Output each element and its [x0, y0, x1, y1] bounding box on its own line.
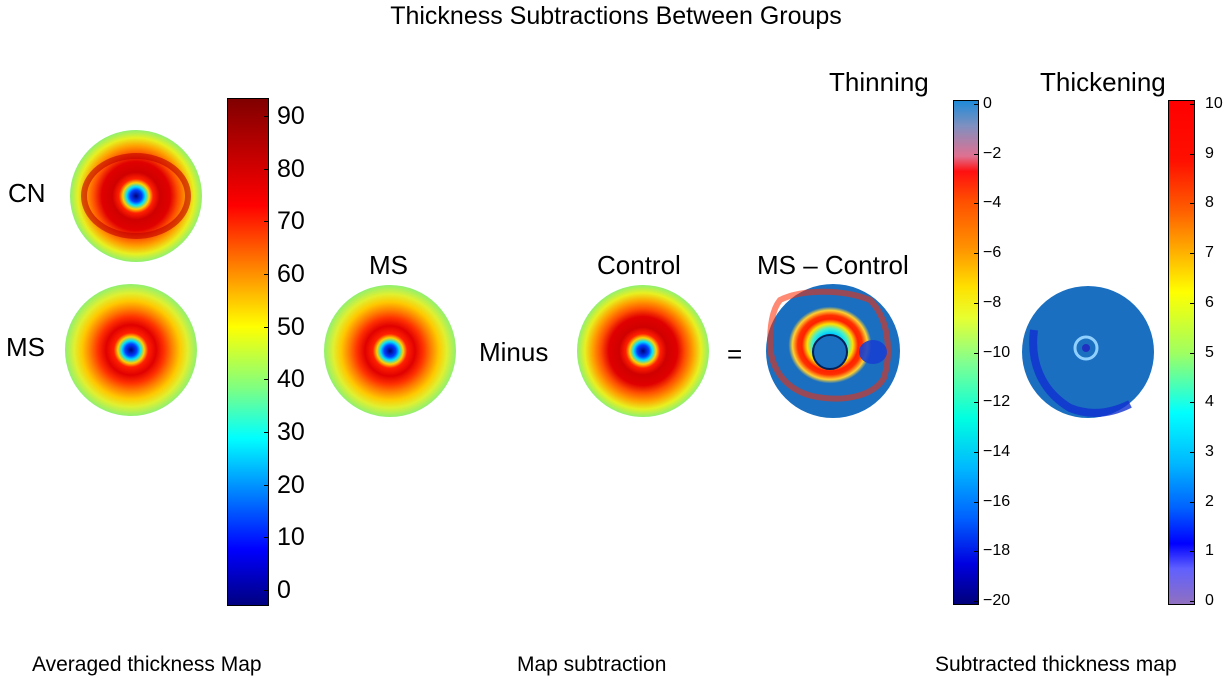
colorbar-thickness-tick-mark	[264, 221, 269, 223]
colorbar-thinning-tick-label: 0	[983, 95, 992, 112]
colorbar-thickening-tick-label: 0	[1205, 592, 1214, 609]
colorbar-thickness	[227, 98, 269, 606]
caption-subtracted: Subtracted thickness map	[935, 653, 1177, 676]
map-ms-left	[65, 284, 197, 416]
label-thickening: Thickening	[1040, 67, 1166, 97]
label-ms-mid: MS	[369, 250, 408, 280]
colorbar-thickening-tick-label: 6	[1205, 293, 1214, 311]
colorbar-thickness-tick-label: 90	[277, 102, 305, 130]
colorbar-thinning-tick-mark	[974, 352, 979, 354]
colorbar-thinning-tick-mark	[974, 551, 979, 553]
colorbar-thinning-tick-mark	[974, 451, 979, 453]
colorbar-thinning-tick-label: −14	[983, 442, 1011, 460]
colorbar-thickness-tick-label: 40	[277, 365, 305, 394]
colorbar-thickening-tick-mark	[1190, 451, 1195, 453]
map-ms-minus-control	[766, 284, 900, 418]
colorbar-thickness-tick-mark	[264, 590, 269, 591]
colorbar-thickening-tick-mark	[1190, 302, 1195, 304]
label-minus: Minus	[479, 337, 549, 367]
colorbar-thinning-tick-mark	[974, 402, 979, 404]
colorbar-thickness-tick-label: 80	[277, 154, 305, 183]
label-cn: CN	[8, 178, 46, 208]
colorbar-thinning-tick-label: −20	[983, 592, 1011, 609]
colorbar-thinning-tick-label: −16	[983, 492, 1011, 510]
colorbar-thickening-tick-label: 5	[1205, 343, 1214, 361]
colorbar-thinning-tick-mark	[974, 253, 979, 255]
colorbar-thickening-tick-label: 4	[1205, 393, 1214, 411]
colorbar-thickness-tick-label: 20	[277, 470, 305, 499]
colorbar-thickening-tick-label: 7	[1205, 244, 1214, 262]
caption-subtraction: Map subtraction	[517, 653, 667, 676]
colorbar-thickening-tick-mark	[1190, 153, 1195, 155]
colorbar-thinning-tick-mark	[974, 203, 979, 205]
colorbar-thickness-tick-mark	[264, 484, 269, 486]
colorbar-thinning-tick-label: −18	[983, 542, 1011, 560]
colorbar-thinning-tick-mark	[974, 153, 979, 155]
figure-title: Thickness Subtractions Between Groups	[390, 2, 842, 30]
label-ms-minus-control: MS – Control	[757, 250, 909, 280]
colorbar-thickening-tick-mark	[1190, 352, 1195, 354]
caption-averaged: Averaged thickness Map	[32, 653, 262, 676]
map-cn	[70, 130, 202, 262]
colorbar-thickness-tick-label: 30	[277, 418, 305, 446]
colorbar-thickness-tick-label: 60	[277, 260, 305, 288]
map-ms-mid	[324, 285, 456, 417]
colorbar-thinning-tick-label: −4	[983, 194, 1002, 212]
colorbar-thickness-tick-mark	[264, 432, 269, 433]
colorbar-thickening-tick-label: 1	[1205, 542, 1214, 560]
label-equals: =	[727, 339, 743, 369]
colorbar-thickening-tick-mark	[1190, 402, 1195, 404]
colorbar-thickening-tick-mark	[1190, 601, 1195, 602]
colorbar-thinning-tick-mark	[974, 104, 979, 105]
colorbar-thickness-tick-label: 10	[277, 523, 305, 552]
colorbar-thickness-tick-mark	[264, 168, 269, 170]
colorbar-thickness-tick-label: 0	[277, 576, 291, 604]
colorbar-thinning-tick-mark	[974, 601, 979, 602]
colorbar-thinning-tick-label: −10	[983, 343, 1011, 361]
label-ms-left: MS	[6, 332, 45, 362]
colorbar-thickness-tick-mark	[264, 537, 269, 539]
colorbar-thickening-tick-label: 3	[1205, 442, 1214, 460]
map-subtracted	[1022, 286, 1154, 418]
map-control	[577, 285, 709, 417]
colorbar-thinning-tick-label: −8	[983, 293, 1002, 311]
colorbar-thickness-tick-mark	[264, 326, 269, 328]
label-thinning: Thinning	[829, 67, 929, 97]
colorbar-thinning-tick-label: −2	[983, 144, 1002, 162]
colorbar-thinning-tick-label: −6	[983, 244, 1002, 262]
colorbar-thickness-tick-label: 50	[277, 312, 305, 341]
colorbar-thickening-tick-mark	[1190, 253, 1195, 255]
colorbar-thickening-tick-mark	[1190, 551, 1195, 553]
colorbar-thickening-tick-mark	[1190, 501, 1195, 503]
colorbar-thickening-tick-mark	[1190, 104, 1195, 105]
colorbar-thickness-tick-mark	[264, 274, 269, 275]
colorbar-thickness-tick-mark	[264, 116, 269, 117]
colorbar-thickening-tick-label: 8	[1205, 194, 1214, 212]
colorbar-thickening-tick-label: 9	[1205, 144, 1214, 162]
colorbar-thickness-tick-label: 70	[277, 207, 305, 236]
colorbar-thinning-tick-mark	[974, 302, 979, 304]
colorbar-thickening-tick-label: 10	[1205, 95, 1223, 112]
label-control: Control	[597, 250, 681, 280]
colorbar-thinning-tick-label: −12	[983, 393, 1011, 411]
colorbar-thickening-tick-mark	[1190, 203, 1195, 205]
colorbar-thinning-tick-mark	[974, 501, 979, 503]
colorbar-thickening-tick-label: 2	[1205, 492, 1214, 510]
colorbar-thickness-tick-mark	[264, 379, 269, 381]
